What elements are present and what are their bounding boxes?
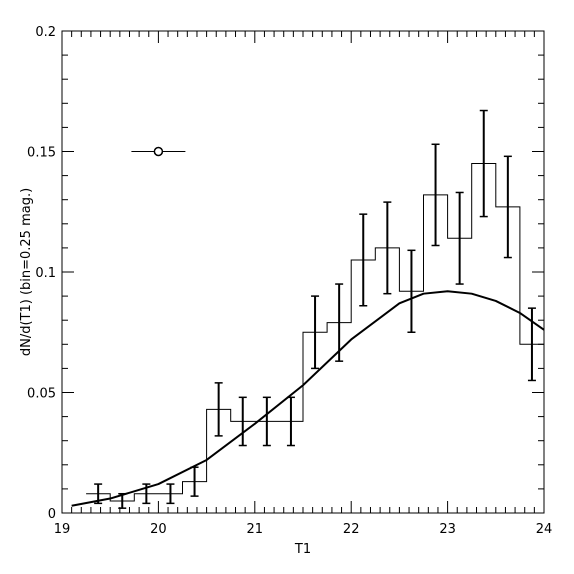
- y-tick-label: 0.1: [35, 266, 56, 281]
- histogram-steps: [86, 163, 544, 502]
- x-tick-label: 21: [247, 522, 264, 537]
- model-curve-line: [71, 290, 545, 507]
- x-tick-label: 22: [343, 522, 360, 537]
- y-tick-label: 0.05: [27, 387, 56, 402]
- y-axis-title: dN/d(T1) (bin=0.25 mag.): [19, 188, 34, 356]
- x-tick-label: 19: [54, 522, 71, 537]
- annotation-point: [131, 146, 186, 157]
- x-tick-label: 24: [536, 522, 553, 537]
- x-axis-title: T1: [294, 542, 311, 557]
- y-tick-label: 0.15: [27, 146, 56, 161]
- tick-labels: 19 20 21 22 23 24 0 0.05 0.1 0.15 0.2: [27, 25, 552, 537]
- axis-ticks: [61, 30, 545, 514]
- error-bars: [94, 109, 536, 509]
- plot-frame: [61, 30, 545, 514]
- y-tick-label: 0: [48, 507, 56, 522]
- x-tick-label: 23: [439, 522, 456, 537]
- x-tick-label: 20: [150, 522, 167, 537]
- model-curve: [71, 290, 545, 507]
- y-tick-label: 0.2: [35, 25, 56, 40]
- histogram: [86, 163, 544, 502]
- annotation-marker: [153, 146, 164, 157]
